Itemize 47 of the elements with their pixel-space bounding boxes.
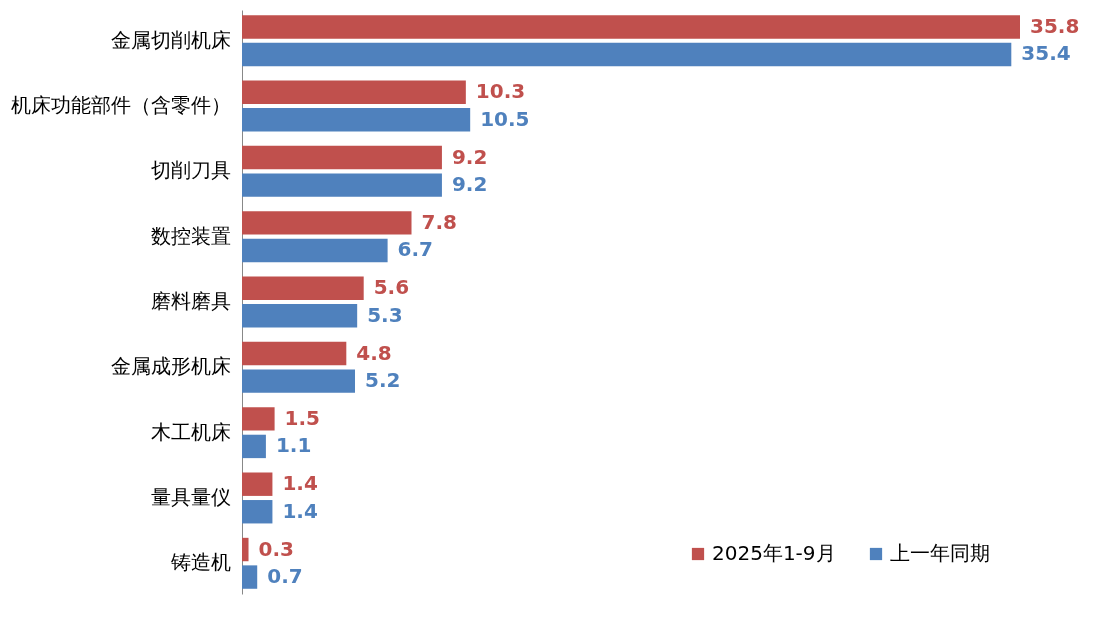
bar <box>242 173 442 197</box>
bar <box>242 565 258 589</box>
y-tick-label: 金属切削机床 <box>110 27 231 52</box>
data-label: 10.3 <box>475 79 526 104</box>
data-label: 5.2 <box>365 368 401 393</box>
bar <box>242 537 249 562</box>
data-label: 10.5 <box>480 106 530 131</box>
bar <box>242 369 356 393</box>
y-tick-label: 数控装置 <box>150 223 231 248</box>
bar <box>242 276 364 300</box>
bar <box>242 80 466 104</box>
bar <box>242 211 412 235</box>
y-tick-label: 金属成形机床 <box>110 354 231 379</box>
bar <box>242 500 273 524</box>
y-tick-label: 机床功能部件（含零件） <box>10 93 231 118</box>
bar <box>242 341 347 366</box>
bar <box>242 472 273 496</box>
data-label: 0.7 <box>267 564 303 589</box>
data-label: 4.8 <box>356 340 392 365</box>
data-label: 1.5 <box>284 405 321 430</box>
data-label: 1.4 <box>282 471 318 496</box>
bar <box>242 15 1020 39</box>
bar <box>242 434 266 459</box>
legend-label: 上一年同期 <box>890 541 990 565</box>
y-tick-label: 磨料磨具 <box>150 289 231 313</box>
data-label: 7.8 <box>421 209 457 234</box>
data-label: 5.3 <box>367 302 403 327</box>
data-label: 35.4 <box>1021 41 1071 66</box>
data-label: 6.7 <box>397 237 434 262</box>
bar <box>242 42 1012 67</box>
data-label: 9.2 <box>451 144 488 169</box>
data-label: 1.1 <box>275 433 312 458</box>
data-label: 9.2 <box>451 172 488 197</box>
bar <box>242 108 471 132</box>
bar <box>242 304 358 328</box>
y-tick-label: 铸造机 <box>169 550 231 575</box>
y-tick-label: 切削刀具 <box>150 158 231 183</box>
y-tick-label: 量具量仪 <box>150 484 231 509</box>
y-tick-label: 木工机床 <box>150 419 231 444</box>
data-label: 1.4 <box>282 498 318 523</box>
bar <box>242 238 388 263</box>
bar <box>242 145 442 170</box>
legend-label: 2025年1-9月 <box>712 541 836 565</box>
bar <box>242 407 275 431</box>
data-label: 5.6 <box>373 275 410 300</box>
data-label: 0.3 <box>258 536 294 561</box>
data-label: 35.8 <box>1030 13 1080 38</box>
